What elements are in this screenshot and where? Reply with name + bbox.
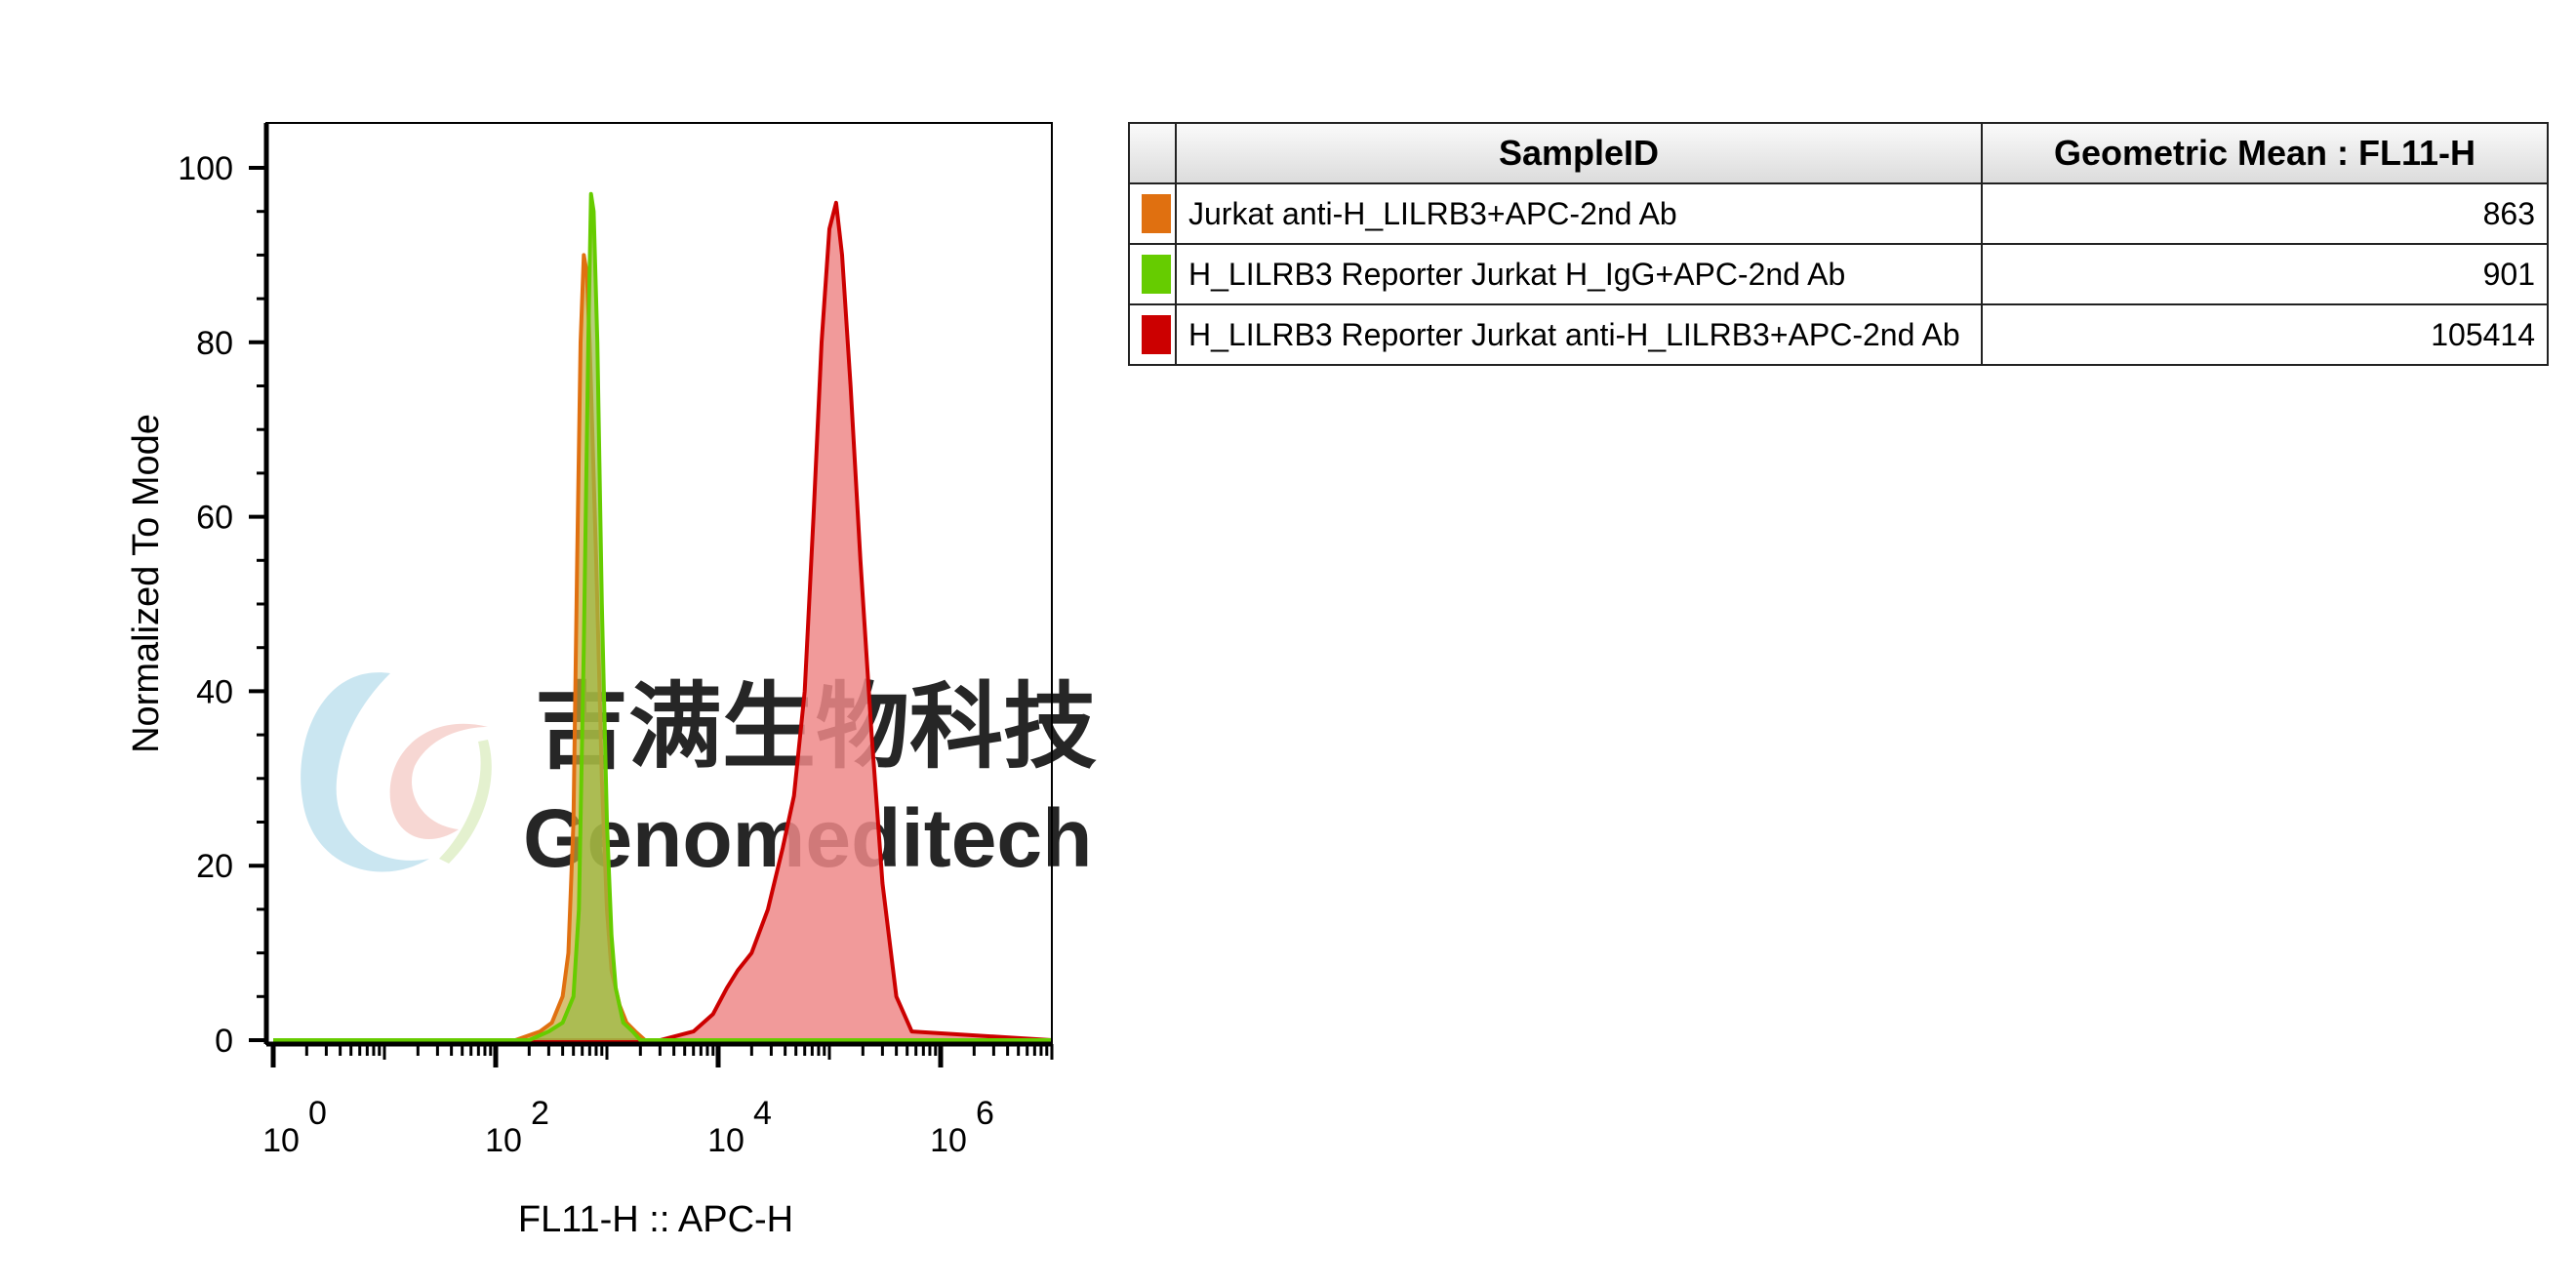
legend-swatch [1142, 194, 1171, 234]
y-tick-label: 100 [178, 150, 233, 187]
legend-table: SampleID Geometric Mean : FL11-H Jurkat … [1128, 122, 2549, 366]
x-tick-label-exp: 2 [531, 1095, 549, 1132]
legend-row: H_LILRB3 Reporter Jurkat anti-H_LILRB3+A… [1128, 303, 2549, 366]
legend-header-swatch [1128, 122, 1177, 184]
series-area-0 [273, 255, 1052, 1040]
legend-value: 105414 [1981, 303, 2549, 366]
y-tick-label: 60 [196, 500, 233, 537]
y-tick-label: 80 [196, 325, 233, 362]
series-line-1 [273, 191, 1052, 1042]
legend-value: 863 [1981, 182, 2549, 245]
x-tick-label-base: 10 [707, 1122, 745, 1159]
x-tick-label-base: 10 [485, 1122, 522, 1159]
x-axis-label: FL11-H :: APC-H [518, 1199, 793, 1240]
watermark-logo [301, 672, 492, 872]
legend-sample: Jurkat anti-H_LILRB3+APC-2nd Ab [1175, 182, 1983, 245]
legend-value: 901 [1981, 243, 2549, 305]
x-tick-label-base: 10 [930, 1122, 967, 1159]
y-axis-label: Normalized To Mode [126, 414, 167, 753]
legend-header-geomean: Geometric Mean : FL11-H [1981, 122, 2549, 184]
y-tick-label: 20 [196, 848, 233, 885]
series-line-0 [273, 253, 1052, 1042]
legend-swatch [1142, 315, 1171, 355]
legend-sample: H_LILRB3 Reporter Jurkat anti-H_LILRB3+A… [1175, 303, 1983, 366]
legend-swatch-cell [1128, 182, 1177, 245]
y-tick-label: 0 [215, 1023, 233, 1060]
plot-frame [265, 122, 1053, 1045]
legend-header-row: SampleID Geometric Mean : FL11-H [1128, 122, 2549, 184]
legend-swatch-cell [1128, 303, 1177, 366]
series-area-1 [273, 193, 1052, 1041]
x-tick-label-exp: 0 [308, 1095, 327, 1132]
x-tick-label-base: 10 [262, 1122, 300, 1159]
legend-sample: H_LILRB3 Reporter Jurkat H_IgG+APC-2nd A… [1175, 243, 1983, 305]
x-tick-label-exp: 6 [976, 1095, 994, 1132]
series-line-2 [273, 200, 1053, 1042]
legend-row: Jurkat anti-H_LILRB3+APC-2nd Ab 863 [1128, 182, 2549, 245]
y-tick-label: 40 [196, 673, 233, 710]
legend-swatch-cell [1128, 243, 1177, 305]
legend-header-sampleid: SampleID [1175, 122, 1983, 184]
legend-swatch [1142, 255, 1171, 295]
series-area-2 [273, 202, 1052, 1041]
legend-row: H_LILRB3 Reporter Jurkat H_IgG+APC-2nd A… [1128, 243, 2549, 305]
x-tick-label-exp: 4 [753, 1095, 772, 1132]
